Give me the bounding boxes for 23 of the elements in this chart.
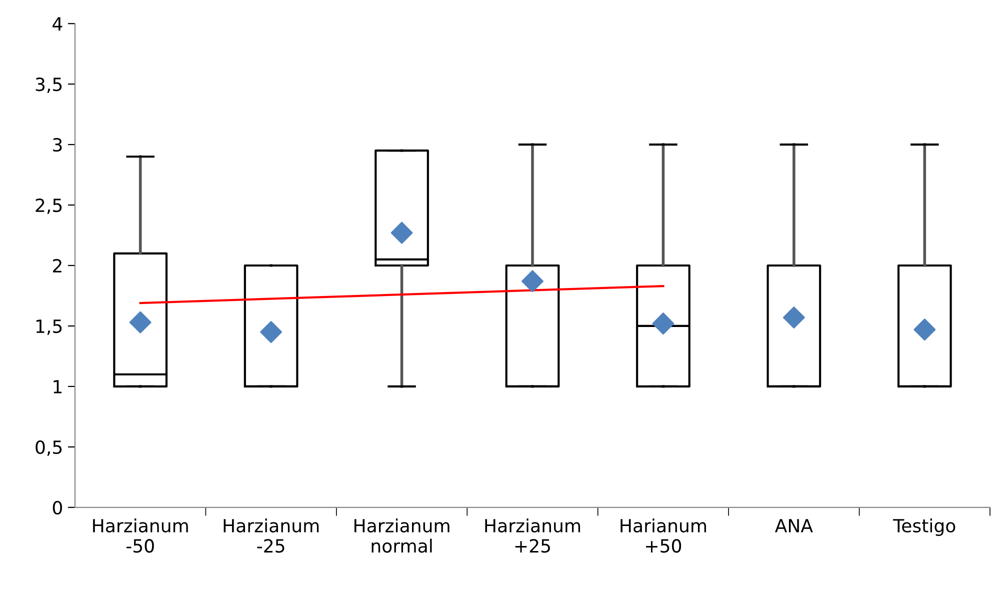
y-tick-label: 4 xyxy=(52,17,62,30)
point xyxy=(782,306,805,329)
x-tick-label: Testigo xyxy=(893,518,956,536)
y-tick-label: 1 xyxy=(54,380,62,394)
x-tick-label: Harzianum normal xyxy=(354,518,450,553)
point xyxy=(129,311,152,334)
y-tick-label: 3 xyxy=(53,138,62,152)
x-tick-label: Harzianum -50 xyxy=(93,518,188,553)
point xyxy=(652,312,674,335)
y-tick-label: 2,5 xyxy=(36,198,62,214)
y-tick-label: 0,5 xyxy=(36,440,62,456)
y-tick-label: 2 xyxy=(53,258,62,272)
x-tick-label: Harianum +50 xyxy=(620,518,706,553)
y-tick-label: 0 xyxy=(52,500,62,515)
point xyxy=(522,270,544,292)
x-tick-label: Harzianum +25 xyxy=(485,518,580,553)
point xyxy=(390,222,413,244)
x-tick-label: ANA xyxy=(774,519,813,532)
point xyxy=(914,318,936,341)
y-tick-label: 3,5 xyxy=(36,78,62,94)
x-tick-label: Harzianum -25 xyxy=(224,518,319,553)
point xyxy=(260,321,282,344)
y-tick-label: 1,5 xyxy=(36,320,62,335)
